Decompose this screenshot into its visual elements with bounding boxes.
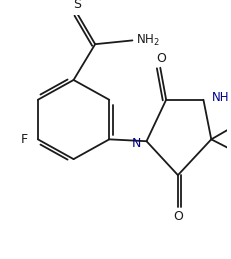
Text: O: O [173,210,183,223]
Text: S: S [73,0,82,11]
Text: NH$_2$: NH$_2$ [136,33,160,48]
Text: N: N [132,136,141,150]
Text: NH: NH [212,91,230,104]
Text: O: O [156,52,166,65]
Text: F: F [21,133,28,146]
